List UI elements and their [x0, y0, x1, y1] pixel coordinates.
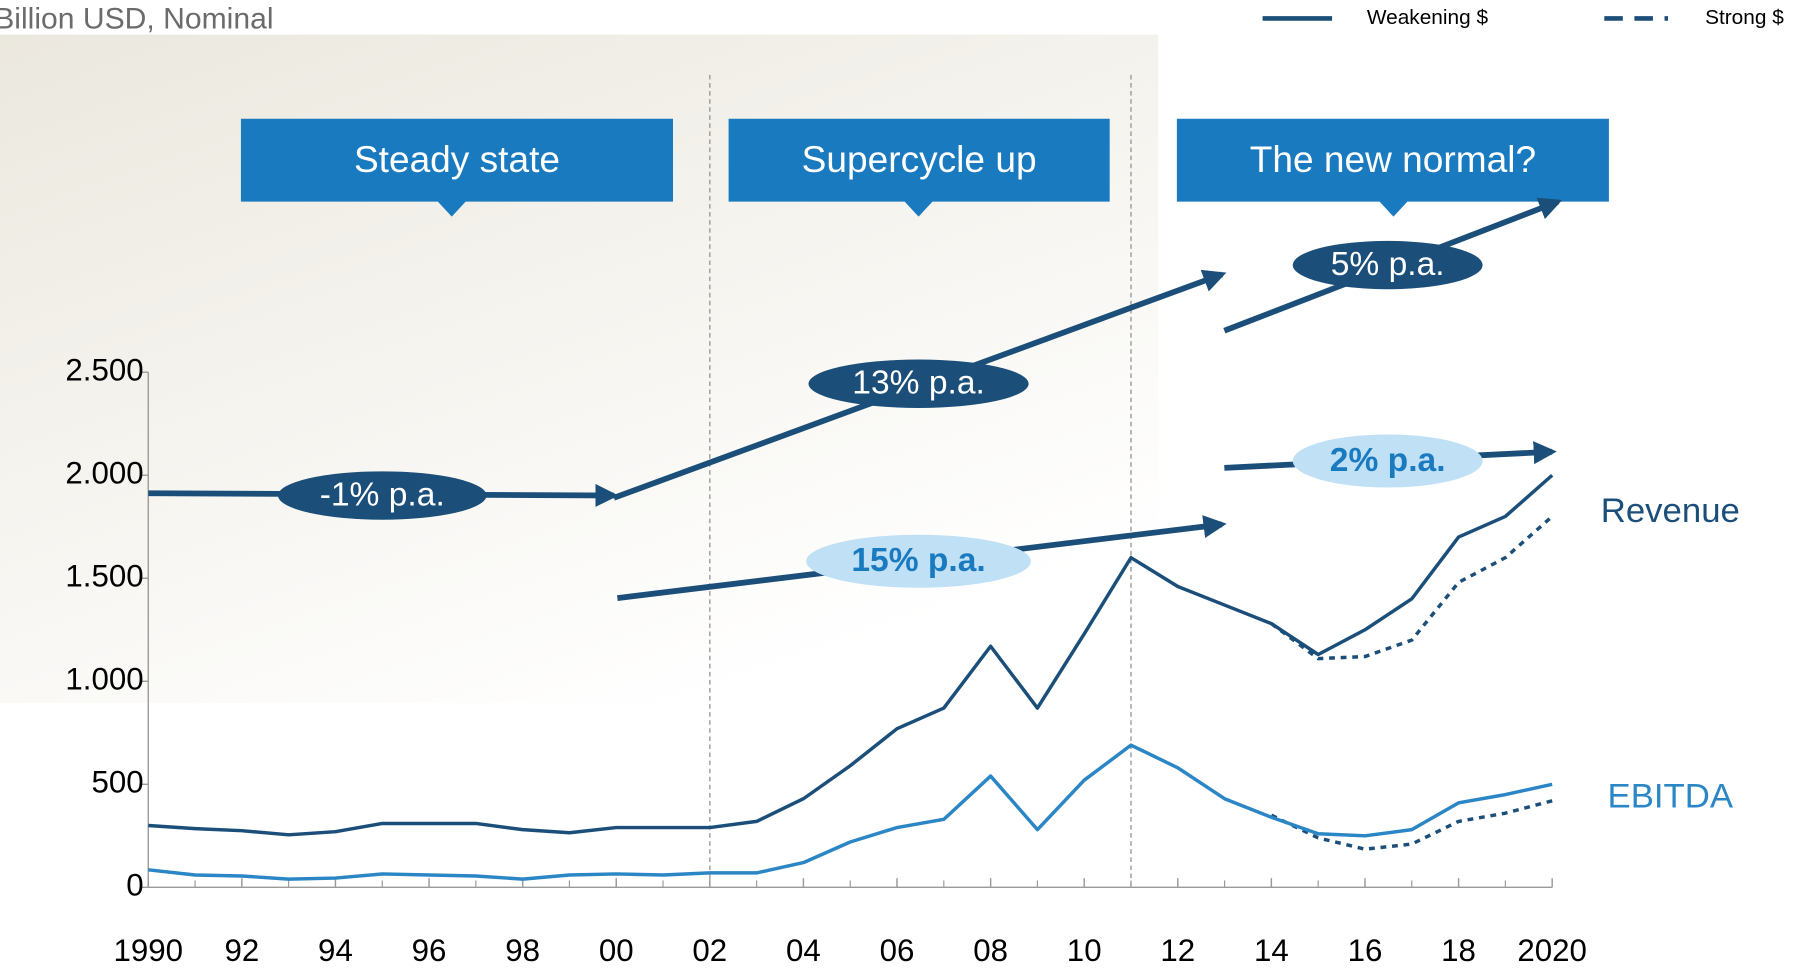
phase-box — [240, 118, 673, 217]
x-tick-label: 14 — [1254, 933, 1289, 968]
x-tick-label: 06 — [880, 933, 915, 968]
series-label: Revenue — [1601, 492, 1740, 530]
x-tick-label: 94 — [318, 933, 353, 968]
growth-label: 13% p.a. — [852, 365, 985, 402]
legend-label: Strong $ — [1705, 6, 1784, 29]
y-tick-label: 500 — [91, 765, 143, 800]
phase-box — [1176, 118, 1609, 217]
phase-box — [728, 118, 1110, 217]
growth-label: 15% p.a. — [851, 542, 985, 579]
y-tick-label: 0 — [126, 868, 143, 903]
series-line — [148, 473, 1554, 837]
growth-label: 5% p.a. — [1331, 246, 1445, 283]
growth-label: 2% p.a. — [1330, 442, 1446, 479]
x-tick-label: 00 — [599, 933, 634, 968]
x-tick-label: 2020 — [1517, 933, 1587, 968]
x-tick-label: 10 — [1067, 933, 1102, 968]
growth-label: -1% p.a. — [320, 477, 445, 514]
growth-badge — [278, 471, 487, 520]
subtitle: Billion USD, Nominal — [0, 3, 274, 36]
x-tick-label: 16 — [1348, 933, 1383, 968]
x-tick-label: 08 — [973, 933, 1008, 968]
phase-label: Steady state — [354, 139, 560, 180]
y-tick-label: 1.000 — [65, 662, 143, 697]
strong-series-line — [1270, 799, 1553, 851]
phase-label: Supercycle up — [802, 139, 1037, 180]
x-tick-label: 02 — [692, 933, 727, 968]
y-tick-label: 1.500 — [65, 559, 143, 594]
x-tick-label: 04 — [786, 933, 821, 968]
y-tick-label: 2.000 — [65, 456, 143, 491]
legend-label: Weakening $ — [1367, 6, 1489, 29]
growth-badge — [808, 359, 1029, 408]
phase-label: The new normal? — [1250, 139, 1536, 180]
x-tick-label: 98 — [505, 933, 540, 968]
strong-series-line — [1270, 515, 1554, 661]
x-tick-label: 18 — [1441, 933, 1476, 968]
series-label: EBITDA — [1608, 778, 1734, 816]
x-tick-label: 96 — [412, 933, 447, 968]
growth-badge — [806, 534, 1031, 588]
x-tick-label: 92 — [224, 933, 259, 968]
y-tick-label: 2.500 — [65, 353, 143, 388]
series-line — [148, 743, 1553, 881]
growth-badge — [1292, 240, 1483, 290]
growth-badge — [1292, 434, 1483, 488]
x-tick-label: 12 — [1160, 933, 1195, 968]
x-tick-label: 1990 — [113, 933, 183, 968]
